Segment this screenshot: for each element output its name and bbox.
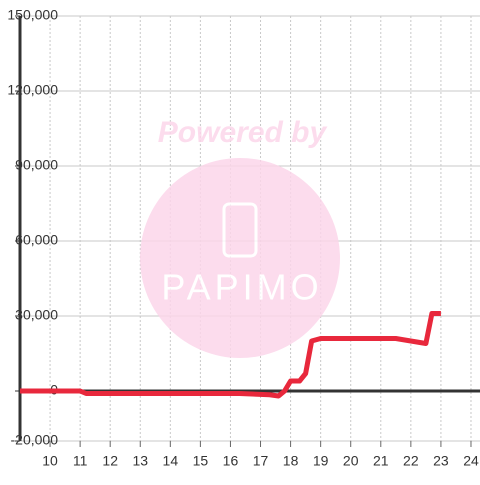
x-tick-label: 14: [163, 453, 179, 469]
x-tick-label: 20: [343, 453, 359, 469]
y-tick-label: 30,000: [15, 307, 58, 323]
y-tick-label: -20,000: [11, 432, 59, 448]
watermark-logo: PAPIMO: [161, 267, 322, 308]
watermark-icon: [222, 202, 258, 258]
x-tick-label: 24: [463, 453, 479, 469]
watermark: Powered by PAPIMO: [140, 116, 340, 358]
y-tick-label: 60,000: [15, 232, 58, 248]
x-tick-label: 13: [132, 453, 148, 469]
x-tick-label: 21: [373, 453, 389, 469]
x-tick-label: 10: [42, 453, 58, 469]
data-line: [20, 311, 441, 399]
x-tick-label: 12: [102, 453, 118, 469]
watermark-circle: [140, 158, 340, 358]
x-tick-label: 18: [283, 453, 299, 469]
y-tick-label: 90,000: [15, 157, 58, 173]
x-tick-label: 22: [403, 453, 419, 469]
watermark-text: Powered by: [158, 116, 328, 149]
x-tick-label: 16: [223, 453, 239, 469]
x-tick-label: 19: [313, 453, 329, 469]
x-tick-label: 23: [433, 453, 449, 469]
x-tick-label: 11: [73, 453, 88, 469]
y-tick-label: 150,000: [7, 7, 58, 23]
y-tick-label: 120,000: [7, 82, 58, 98]
x-tick-label: 15: [193, 453, 209, 469]
x-tick-label: 17: [253, 453, 269, 469]
